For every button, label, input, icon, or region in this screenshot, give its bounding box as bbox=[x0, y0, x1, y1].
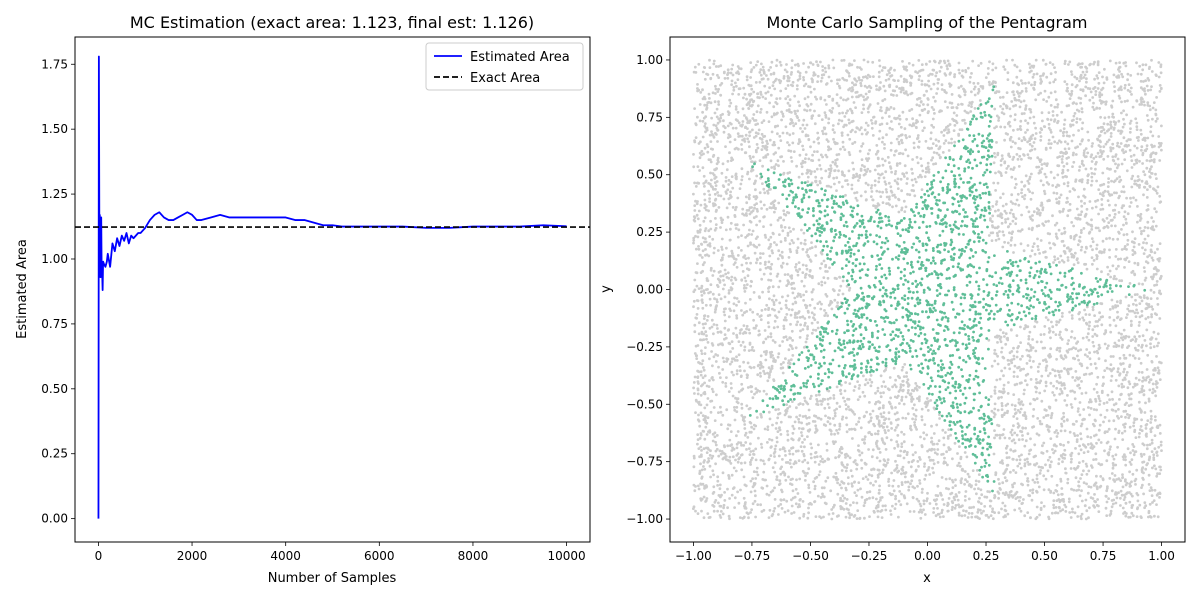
legend: Estimated Area Exact Area bbox=[425, 42, 584, 91]
sampling-x-tick-label: 0.50 bbox=[1031, 549, 1058, 563]
convergence-y-tick-label: 1.50 bbox=[41, 122, 68, 136]
sampling-x-tick-label: 0.75 bbox=[1090, 549, 1117, 563]
sampling-y-tick-label: −0.50 bbox=[626, 397, 663, 411]
convergence-y-tick-label: 0.00 bbox=[41, 512, 68, 526]
sampling-chart-title: Monte Carlo Sampling of the Pentagram bbox=[767, 13, 1088, 32]
sampling-x-tick-label: −0.25 bbox=[851, 549, 888, 563]
legend-estimated-label: Estimated Area bbox=[470, 50, 570, 65]
convergence-y-tick-label: 0.25 bbox=[41, 447, 68, 461]
sampling-x-tick-label: −1.00 bbox=[675, 549, 712, 563]
convergence-x-tick-label: 10000 bbox=[547, 549, 585, 563]
sampling-y-tick-label: 0.50 bbox=[636, 168, 663, 182]
sampling-x-tick-label: 1.00 bbox=[1148, 549, 1175, 563]
sampling-chart: Monte Carlo Sampling of the Pentagram −1… bbox=[599, 13, 1186, 586]
convergence-x-tick-label: 2000 bbox=[177, 549, 208, 563]
estimated-area-line bbox=[97, 55, 567, 519]
sampling-y-tick-label: −1.00 bbox=[626, 512, 663, 526]
convergence-axes-frame bbox=[74, 36, 591, 543]
sampling-x-tick-label: 0.00 bbox=[914, 549, 941, 563]
sampling-x-axis-label: x bbox=[923, 571, 931, 586]
sampling-y-tick-label: 1.00 bbox=[636, 53, 663, 67]
convergence-chart: MC Estimation (exact area: 1.123, final … bbox=[15, 13, 591, 586]
convergence-chart-title: MC Estimation (exact area: 1.123, final … bbox=[130, 13, 534, 32]
sampling-x-tick-label: −0.50 bbox=[792, 549, 829, 563]
convergence-y-tick-label: 1.25 bbox=[41, 187, 68, 201]
legend-box bbox=[425, 42, 584, 91]
sampling-axes-frame bbox=[669, 36, 1186, 543]
convergence-y-axis-label: Estimated Area bbox=[15, 239, 30, 339]
sampling-y-axis-label: y bbox=[599, 285, 614, 293]
convergence-x-tick-label: 4000 bbox=[270, 549, 301, 563]
sampling-y-tick-label: −0.75 bbox=[626, 455, 663, 469]
sampling-y-tick-label: 0.00 bbox=[636, 283, 663, 297]
convergence-x-tick-label: 0 bbox=[95, 549, 103, 563]
convergence-x-axis-label: Number of Samples bbox=[268, 571, 397, 586]
sampling-x-tick-label: 0.25 bbox=[973, 549, 1000, 563]
sampling-plot-area: −1.00 −0.75 −0.50 −0.25 0.00 0.25 0.50 0.75 1.00… bbox=[626, 36, 1186, 563]
outside-sample-points bbox=[692, 58, 1163, 521]
sampling-y-tick-label: −0.25 bbox=[626, 340, 663, 354]
convergence-plot-area: 0 2000 4000 6000 8000 10000 0.00 0.25 0.50 0.75 1.… bbox=[41, 36, 591, 563]
convergence-x-tick-label: 6000 bbox=[364, 549, 395, 563]
sampling-y-tick-label: 0.25 bbox=[636, 225, 663, 239]
legend-exact-label: Exact Area bbox=[470, 71, 540, 86]
sampling-y-tick-label: 0.75 bbox=[636, 110, 663, 124]
sampling-x-tick-label: −0.75 bbox=[734, 549, 771, 563]
convergence-y-tick-label: 1.75 bbox=[41, 57, 68, 71]
convergence-y-tick-label: 1.00 bbox=[41, 252, 68, 266]
convergence-y-tick-label: 0.50 bbox=[41, 382, 68, 396]
convergence-y-tick-label: 0.75 bbox=[41, 317, 68, 331]
convergence-x-tick-label: 8000 bbox=[458, 549, 489, 563]
